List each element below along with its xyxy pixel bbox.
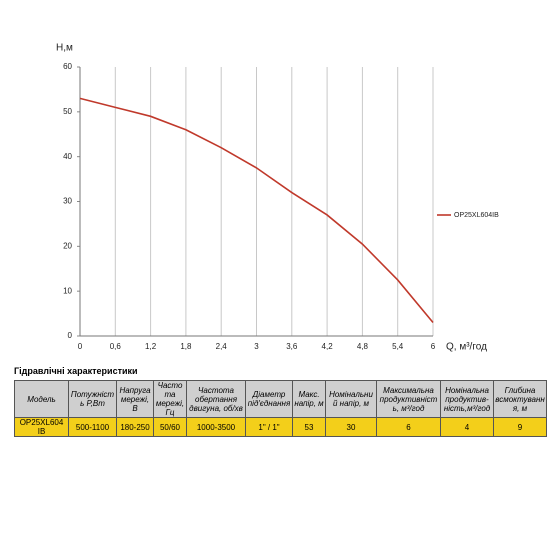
cell: 1" / 1" <box>245 417 293 437</box>
x-tick-label: 4,8 <box>357 342 369 351</box>
header-cell: Напруга мережі, В <box>116 380 154 418</box>
header-cell: Потужність Р,Вт <box>68 380 117 418</box>
header-cell: Номінальний напір, м <box>325 380 377 418</box>
series-line <box>79 97 434 324</box>
y-axis-label: Н,м <box>56 43 73 54</box>
header-cell: Діаметр під'єднання <box>245 380 293 418</box>
x-tick-label: 0 <box>78 342 83 351</box>
x-tick-label: 5,4 <box>392 342 404 351</box>
legend-label: OP25XL604IB <box>454 212 499 219</box>
header-cell: Макс. напір, м <box>292 380 326 418</box>
header-cell: Номінальна продуктив-ність,м³/год <box>440 380 494 418</box>
x-tick-label: 3,6 <box>286 342 298 351</box>
x-tick-label: 1,8 <box>180 342 192 351</box>
y-tick-label: 60 <box>63 62 72 71</box>
header-cell: Частота мережі, Гц <box>153 380 187 418</box>
header-cell: Глибина всмоктування, м <box>493 380 547 418</box>
x-tick-label: 2,4 <box>216 342 228 351</box>
cell: 1000-3500 <box>186 417 246 437</box>
cell: 6 <box>376 417 441 437</box>
header-cell: Частота обертання двигуна, об/хв <box>186 380 246 418</box>
x-axis-label: Q, м³/год <box>446 342 487 353</box>
cell: 4 <box>440 417 494 437</box>
x-tick-label: 1,2 <box>145 342 157 351</box>
y-tick-label: 40 <box>63 152 72 161</box>
cell: 30 <box>325 417 377 437</box>
x-tick-label: 6 <box>431 342 436 351</box>
y-tick-label: 20 <box>63 241 72 250</box>
y-tick-label: 10 <box>63 286 72 295</box>
y-tick-label: 50 <box>63 107 72 116</box>
cell: OP25XL604 IB <box>14 417 69 437</box>
y-tick-label: 0 <box>68 331 73 340</box>
spec-table: Модель Потужність Р,Вт Напруга мережі, В Ча… <box>14 380 547 437</box>
cell: 9 <box>493 417 547 437</box>
cell: 180-250 <box>116 417 154 437</box>
x-tick-label: 0,6 <box>110 342 122 351</box>
y-tick-label: 30 <box>63 197 72 206</box>
cell: 53 <box>292 417 326 437</box>
cell: 500-1100 <box>68 417 117 437</box>
cell: 50/60 <box>153 417 187 437</box>
chart: Н,м Q, м³/год 0 10 20 30 40 50 60 0 0,6 1,2 1,8 2,4… <box>56 43 499 353</box>
table-title: Гідравлічні характеристики <box>14 366 138 376</box>
header-cell: Максимальна продуктивність, м³/год <box>376 380 441 418</box>
header-cell: Модель <box>14 380 69 418</box>
x-tick-label: 4,2 <box>322 342 334 351</box>
x-tick-label: 3 <box>254 342 259 351</box>
